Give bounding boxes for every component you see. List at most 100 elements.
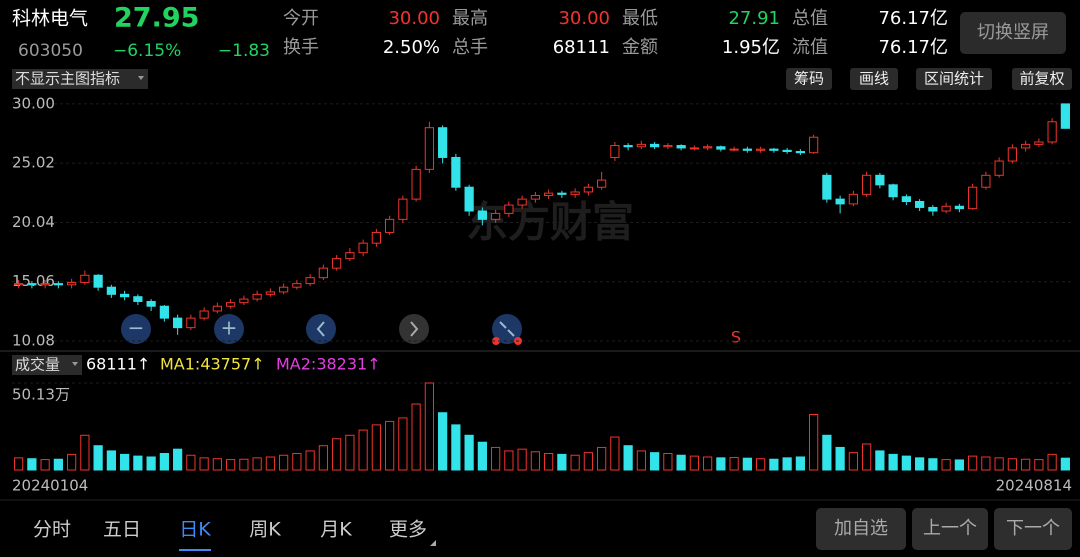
candle-body (795, 151, 805, 154)
action-button[interactable] (816, 508, 906, 550)
volume-bar (504, 450, 514, 471)
candle-body (954, 205, 964, 210)
candle-body (292, 283, 302, 288)
volume-bar (544, 453, 554, 471)
candle-body (782, 149, 792, 153)
field-value: 30.00 (388, 8, 440, 29)
volume-bar (610, 436, 620, 471)
volume-bar (941, 459, 951, 471)
indicator-select[interactable] (12, 69, 148, 89)
volume-bar (279, 454, 289, 471)
volume-bar (583, 452, 593, 471)
candle-body (822, 174, 832, 200)
volume-bar (318, 445, 328, 471)
action-button[interactable] (912, 508, 988, 550)
zoom-in[interactable] (214, 314, 244, 344)
volume-bar (27, 458, 37, 471)
scroll-left[interactable] (306, 314, 336, 344)
candle-body (265, 291, 275, 295)
volume-bar (451, 424, 461, 471)
volume-bar (1021, 458, 1031, 471)
candle-body (862, 174, 872, 195)
candle-body (663, 145, 673, 148)
candle-body (318, 267, 328, 279)
toolbar-button[interactable] (786, 68, 832, 90)
tab[interactable]: 日K (179, 519, 211, 541)
volume-bar (133, 455, 143, 471)
toolbar-button-label: 筹码 (794, 70, 824, 88)
candle-body (835, 198, 845, 205)
volume-bar (1007, 458, 1017, 471)
volume-bar (636, 450, 646, 471)
candle-body (650, 143, 660, 148)
candle-body (875, 174, 885, 186)
toolbar-button-label: 区间统计 (924, 70, 984, 88)
volume-bar (848, 452, 858, 471)
tab[interactable]: 月K (320, 519, 352, 541)
volume-bar (663, 453, 673, 471)
tab[interactable]: 周K (249, 519, 281, 541)
candle-body (464, 186, 474, 212)
candle-body (809, 136, 819, 154)
icon: + (221, 316, 238, 340)
candle-body (398, 198, 408, 220)
field-value: 2.50% (383, 37, 440, 58)
candle-body (358, 242, 368, 254)
candle-body (1047, 121, 1057, 143)
volume-current: 68111↑ (86, 355, 150, 374)
candle-body (424, 127, 434, 170)
candle-body (597, 179, 607, 188)
volume-bar (1047, 453, 1057, 471)
more-arrow (430, 540, 436, 546)
candle-body (477, 210, 487, 220)
toolbar-button-label: 前复权 (1019, 70, 1064, 88)
volume-bar (530, 451, 540, 471)
candle-body (610, 145, 620, 158)
candle-body (438, 127, 448, 158)
scroll-right[interactable] (399, 314, 429, 344)
volume-bar (265, 456, 275, 471)
candle-body (1034, 141, 1044, 145)
icon (499, 321, 515, 337)
chart-controls: − + (121, 314, 522, 345)
action-button[interactable] (994, 508, 1072, 550)
candle-body (173, 317, 183, 329)
volume-bar (597, 446, 607, 471)
action-button-label: 加自选 (834, 518, 888, 539)
volume-bar (53, 458, 63, 471)
candle-body (941, 205, 951, 212)
toolbar-button[interactable] (916, 68, 992, 90)
candle-body (756, 148, 766, 151)
field-label: 金额 (622, 37, 658, 58)
volume-bar (517, 448, 527, 471)
volume-select[interactable] (12, 355, 82, 375)
field-value: 68111 (553, 37, 610, 58)
collapse[interactable] (492, 314, 522, 344)
volume-bar (424, 382, 434, 471)
volume-bar (358, 429, 368, 471)
volume-ma2: MA2:38231↑ (276, 355, 381, 374)
rotate-button[interactable] (960, 12, 1066, 54)
change-pct: −6.15% (113, 41, 181, 61)
field-label: 换手 (283, 37, 319, 58)
tab[interactable]: 更多 (389, 519, 427, 541)
candle-body (80, 274, 90, 283)
toolbar-button[interactable] (1012, 68, 1072, 90)
volume-bar (623, 445, 633, 471)
volume-bar (332, 438, 342, 471)
volume-bar (159, 453, 169, 471)
candle-body (504, 204, 514, 214)
volume-bar (252, 457, 262, 471)
tab[interactable]: 分时 (33, 519, 71, 541)
zoom-out[interactable] (121, 314, 151, 344)
toolbar-button[interactable] (850, 68, 898, 90)
tab[interactable]: 五日 (103, 519, 141, 541)
candle-body (1007, 147, 1017, 162)
candle-body (689, 147, 699, 150)
volume-bar (901, 455, 911, 471)
candle-body (332, 258, 342, 269)
field-label: 总值 (792, 8, 828, 29)
dot (492, 337, 500, 345)
candle-body (703, 146, 713, 149)
